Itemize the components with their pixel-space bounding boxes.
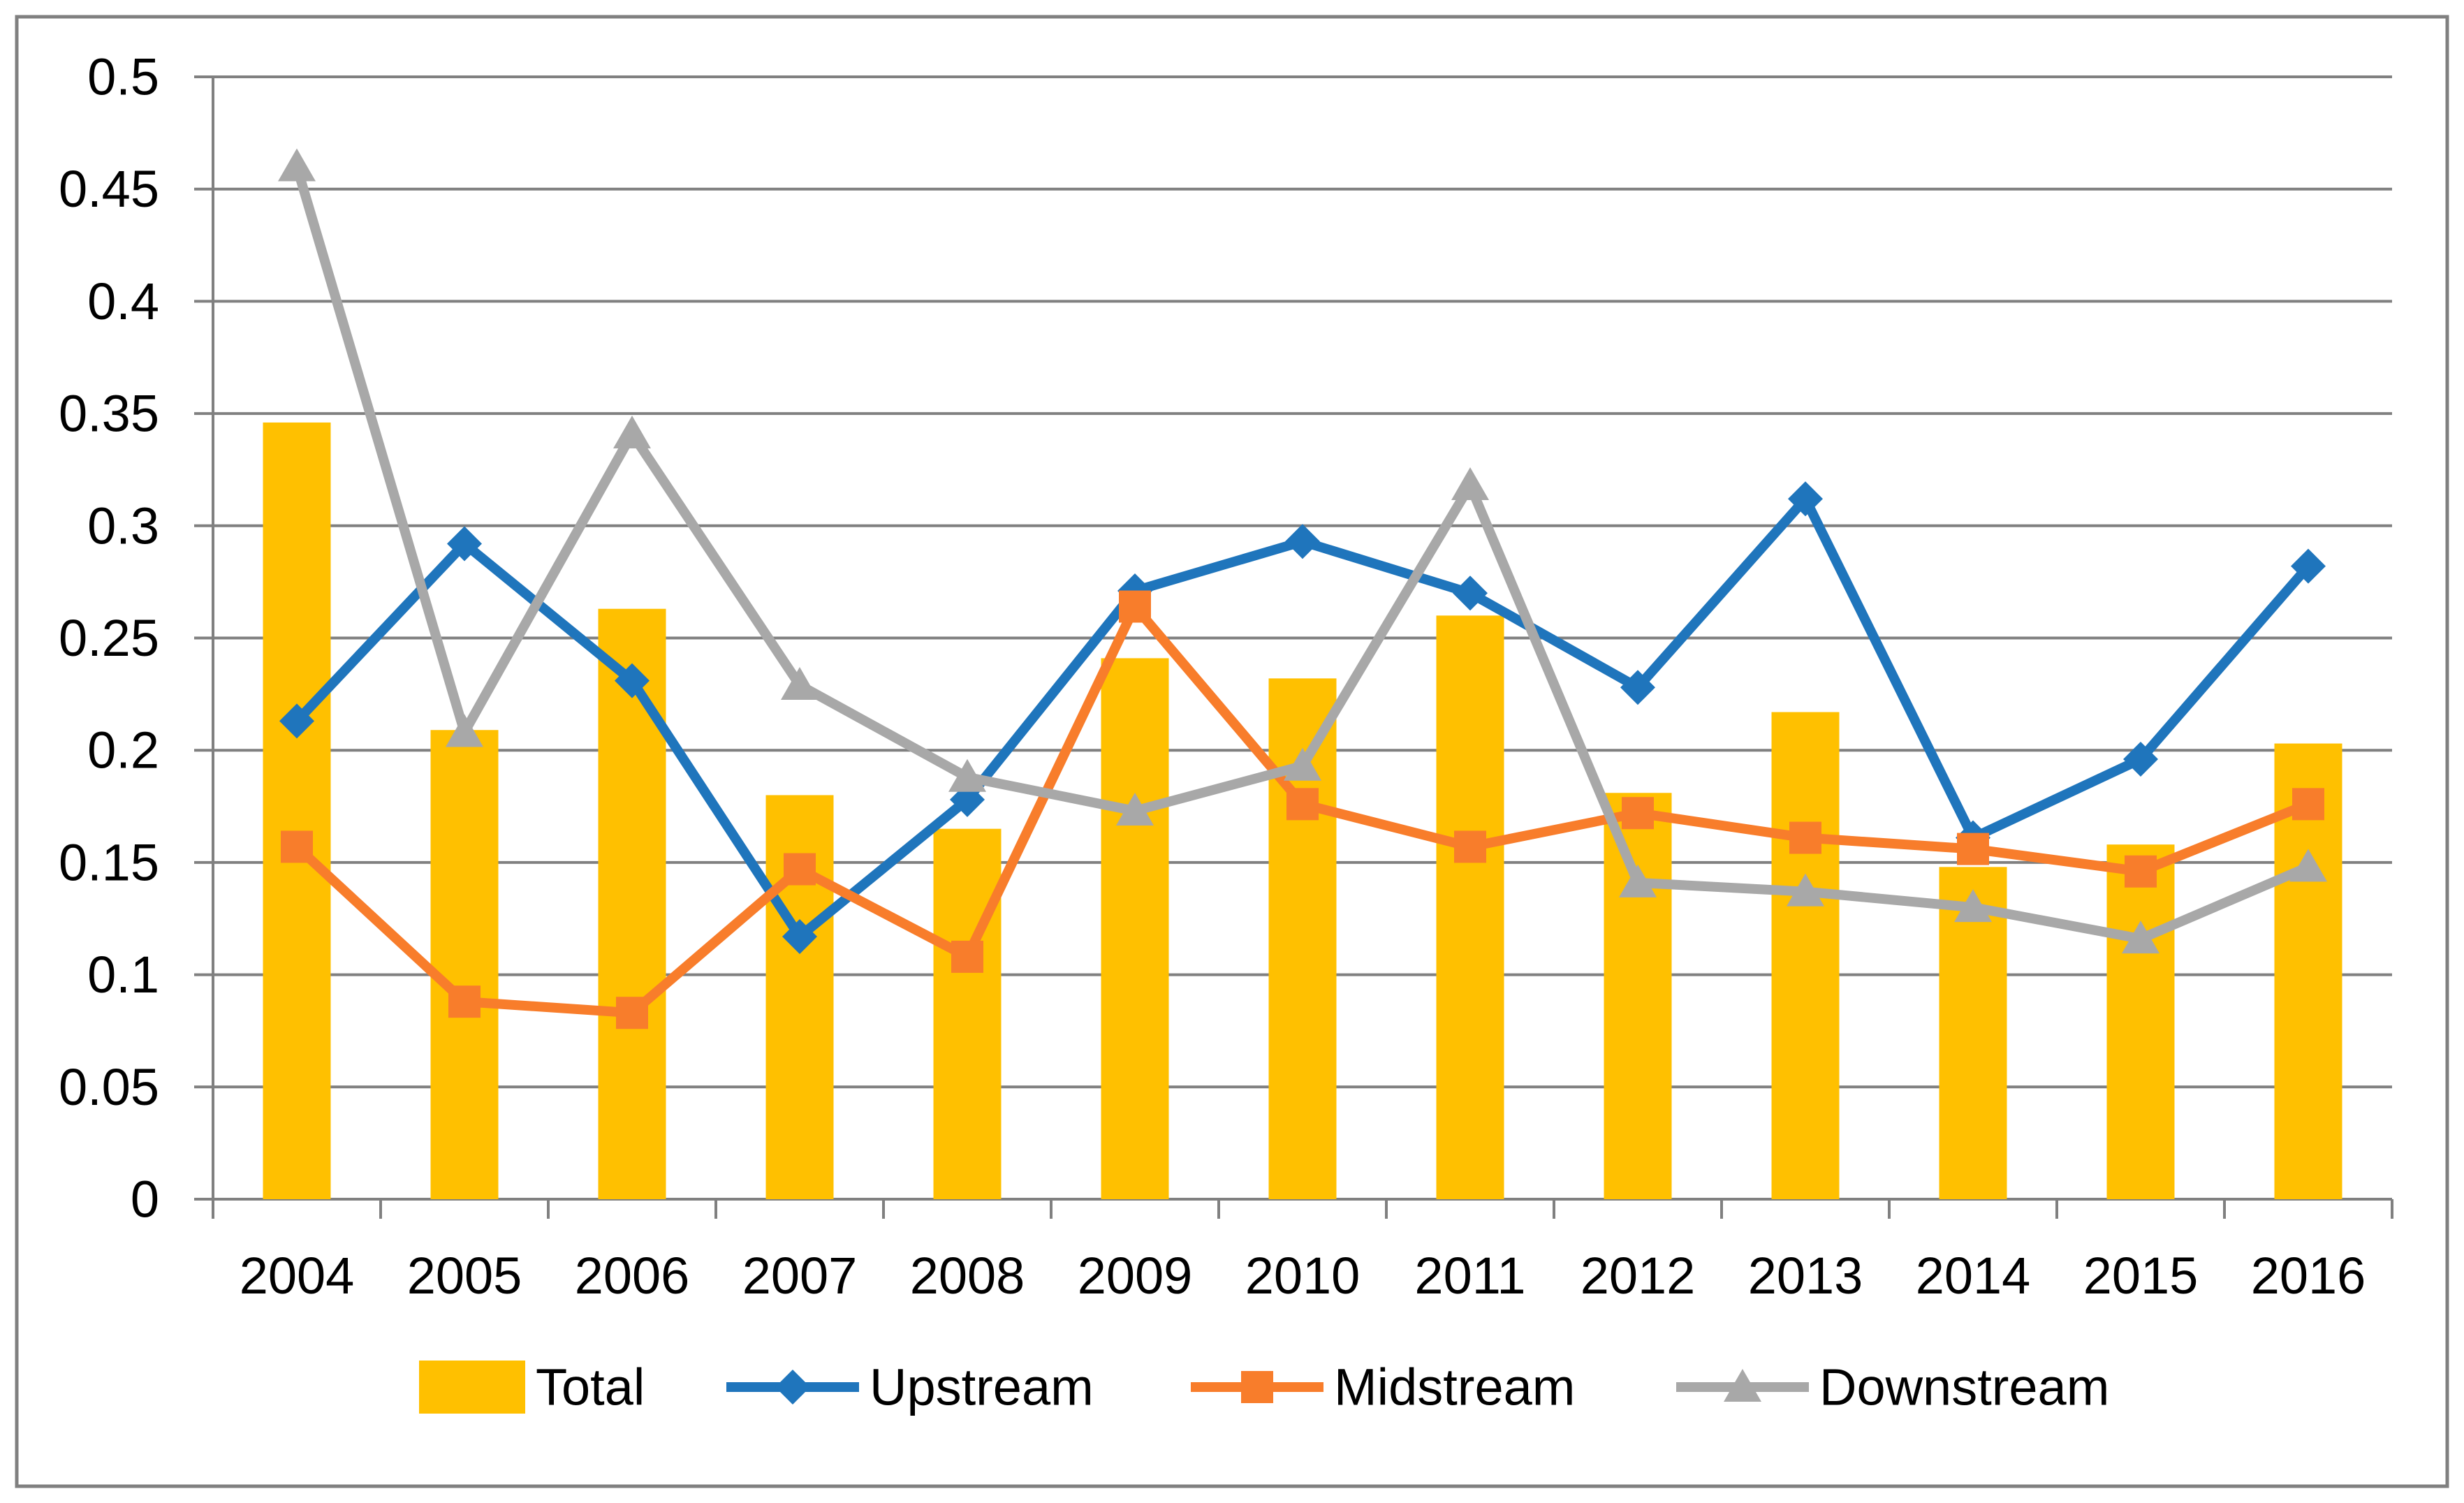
marker-downstream-2005 xyxy=(446,714,483,747)
marker-upstream-2004 xyxy=(279,703,314,739)
bar-2011 xyxy=(1436,615,1504,1199)
marker-midstream-2007 xyxy=(784,853,816,886)
marker-midstream-2015 xyxy=(2125,855,2157,888)
bar-2009 xyxy=(1101,658,1169,1199)
marker-downstream-2016 xyxy=(2289,849,2327,882)
x-axis-label-2009: 2009 xyxy=(1078,1247,1193,1305)
y-axis-label: 0.05 xyxy=(59,1058,159,1116)
y-axis-label: 0.5 xyxy=(87,48,159,106)
legend-marker-downstream xyxy=(1724,1369,1761,1402)
x-axis-label-2012: 2012 xyxy=(1581,1247,1696,1305)
x-axis-label-2013: 2013 xyxy=(1748,1247,1863,1305)
marker-upstream-2010 xyxy=(1285,524,1320,559)
x-axis-label-2005: 2005 xyxy=(407,1247,522,1305)
legend-item-downstream: Downstream xyxy=(1676,1358,2109,1416)
marker-downstream-2009 xyxy=(1116,792,1154,826)
y-axis-label: 0.3 xyxy=(87,497,159,555)
bar-2014 xyxy=(1939,867,2007,1199)
marker-midstream-2008 xyxy=(951,940,983,973)
marker-upstream-2007 xyxy=(782,918,817,954)
legend-label-downstream: Downstream xyxy=(1819,1358,2109,1416)
x-axis-labels: 2004 2005 2006 2007 2008 2009 2010 2011 2012 2013… xyxy=(240,1247,2366,1305)
legend-item-midstream: Midstream xyxy=(1191,1358,1575,1416)
legend-label-midstream: Midstream xyxy=(1334,1358,1575,1416)
y-axis-label: 0 xyxy=(131,1171,159,1229)
y-axis-label: 0.1 xyxy=(87,946,159,1004)
bar-2008 xyxy=(933,828,1002,1199)
y-axis-labels: 0 0.05 0.1 0.15 0.2 0.25 0.3 0.35 0.4 0.45 0.5 xyxy=(59,48,159,1229)
marker-downstream-2006 xyxy=(613,416,651,449)
marker-upstream-2011 xyxy=(1453,575,1488,611)
marker-downstream-2012 xyxy=(1619,864,1657,897)
marker-downstream-2015 xyxy=(2122,921,2159,954)
marker-upstream-2005 xyxy=(447,526,482,562)
line-series-downstream xyxy=(278,148,2327,954)
marker-midstream-2016 xyxy=(2292,788,2324,821)
marker-midstream-2013 xyxy=(1789,821,1821,854)
bar-series-total xyxy=(263,422,2342,1199)
marker-midstream-2012 xyxy=(1622,797,1654,830)
chart-border xyxy=(15,15,2449,1488)
x-axis-label-2008: 2008 xyxy=(910,1247,1025,1305)
marker-upstream-2012 xyxy=(1620,670,1655,705)
marker-midstream-2004 xyxy=(281,830,313,863)
marker-downstream-2014 xyxy=(1954,889,1992,923)
marker-downstream-2010 xyxy=(1284,747,1321,781)
x-axis-label-2011: 2011 xyxy=(1414,1247,1525,1305)
marker-midstream-2006 xyxy=(616,997,648,1029)
marker-midstream-2014 xyxy=(1957,833,1989,865)
bar-2004 xyxy=(263,422,331,1199)
x-axis-label-2014: 2014 xyxy=(1916,1247,2031,1305)
y-axis-label: 0.35 xyxy=(59,385,159,443)
x-axis-label-2016: 2016 xyxy=(2251,1247,2366,1305)
legend-label-total: Total xyxy=(536,1358,645,1416)
marker-downstream-2013 xyxy=(1787,873,1824,907)
marker-midstream-2009 xyxy=(1119,590,1151,623)
marker-downstream-2008 xyxy=(948,758,986,792)
bar-2013 xyxy=(1771,712,1840,1199)
marker-upstream-2013 xyxy=(1788,481,1823,517)
marker-upstream-2006 xyxy=(615,663,650,698)
marker-downstream-2007 xyxy=(781,666,819,700)
legend-marker-midstream xyxy=(1241,1371,1273,1403)
axis-ticks xyxy=(194,75,2393,1219)
line-series-midstream xyxy=(281,590,2324,1029)
marker-midstream-2005 xyxy=(448,985,481,1018)
legend-item-upstream: Upstream xyxy=(726,1358,1094,1416)
y-axis-label: 0.4 xyxy=(87,272,159,330)
marker-midstream-2010 xyxy=(1286,788,1319,821)
y-axis-label: 0.2 xyxy=(87,721,159,779)
legend-marker-upstream xyxy=(775,1370,810,1405)
legend-label-upstream: Upstream xyxy=(870,1358,1094,1416)
y-axis-label: 0.25 xyxy=(59,609,159,667)
marker-downstream-2004 xyxy=(278,148,316,182)
legend: Total Upstream Midstream Downstream xyxy=(419,1358,2109,1416)
x-axis-label-2006: 2006 xyxy=(575,1247,690,1305)
legend-swatch-total xyxy=(419,1361,525,1414)
marker-downstream-2011 xyxy=(1451,467,1489,500)
x-axis-label-2004: 2004 xyxy=(240,1247,355,1305)
marker-midstream-2011 xyxy=(1454,830,1486,863)
x-axis-label-2010: 2010 xyxy=(1245,1247,1361,1305)
y-axis-label: 0.45 xyxy=(59,160,159,218)
bar-2015 xyxy=(2106,844,2175,1199)
marker-upstream-2016 xyxy=(2291,548,2326,584)
x-axis-label-2007: 2007 xyxy=(742,1247,858,1305)
bar-2005 xyxy=(430,730,499,1199)
x-axis-label-2015: 2015 xyxy=(2083,1247,2199,1305)
bar-2012 xyxy=(1604,793,1672,1199)
legend-item-total: Total xyxy=(419,1358,645,1416)
y-axis-label: 0.15 xyxy=(59,833,159,891)
marker-upstream-2015 xyxy=(2123,742,2158,777)
